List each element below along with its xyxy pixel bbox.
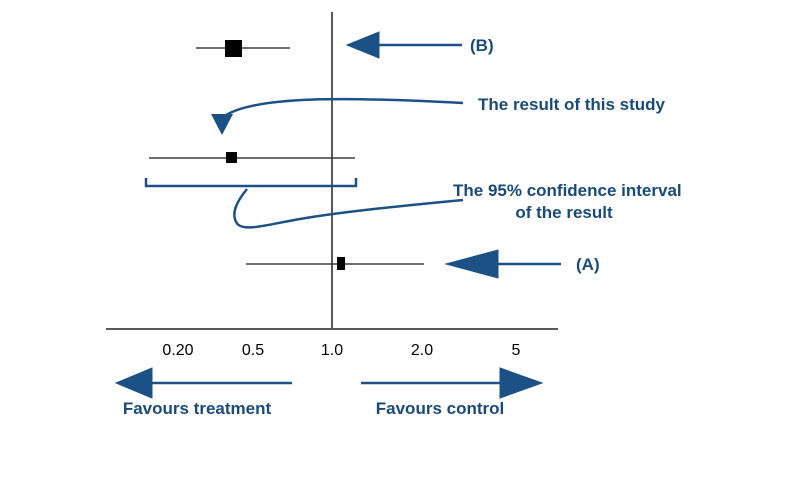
- svg-text:Favours treatment: Favours treatment: [123, 399, 272, 418]
- svg-text:(B): (B): [470, 36, 494, 55]
- svg-text:Favours control: Favours control: [376, 399, 504, 418]
- svg-text:0.5: 0.5: [242, 342, 264, 359]
- svg-text:The result of this study: The result of this study: [478, 95, 666, 114]
- svg-text:The 95% confidence interval: The 95% confidence interval: [453, 181, 682, 200]
- svg-text:1.0: 1.0: [321, 342, 343, 359]
- svg-text:of the result: of the result: [515, 203, 613, 222]
- svg-text:0.20: 0.20: [162, 342, 193, 359]
- svg-text:5: 5: [512, 342, 521, 359]
- svg-text:2.0: 2.0: [411, 342, 433, 359]
- svg-text:(A): (A): [576, 255, 600, 274]
